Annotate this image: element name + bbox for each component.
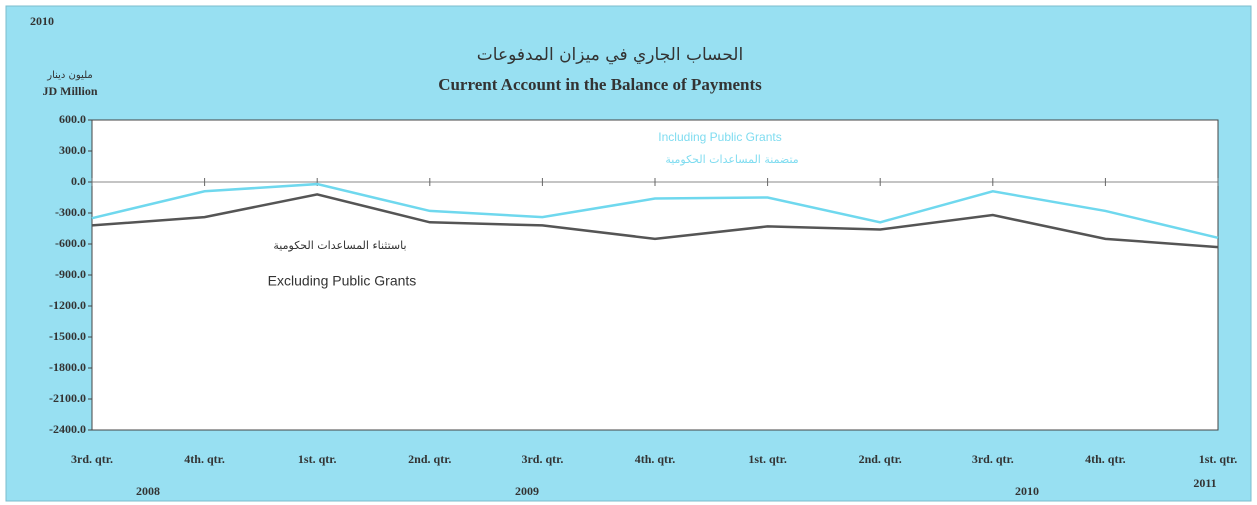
y-tick-label: 0.0 xyxy=(71,174,86,188)
y-tick-label: -2400.0 xyxy=(49,422,86,436)
x-tick-label: 4th. qtr. xyxy=(1085,452,1126,466)
y-tick-label: -1500.0 xyxy=(49,329,86,343)
y-tick-label: -1800.0 xyxy=(49,360,86,374)
x-tick-label: 2nd. qtr. xyxy=(408,452,451,466)
y-tick-label: -1200.0 xyxy=(49,298,86,312)
legend-including: Including Public Grants xyxy=(658,130,781,144)
y-tick-label: 600.0 xyxy=(59,112,86,126)
y-tick-label: -900.0 xyxy=(55,267,86,281)
series-line xyxy=(91,182,1219,240)
corner-label: 2010 xyxy=(30,14,54,28)
y-tick-label: -300.0 xyxy=(55,205,86,219)
x-tick-label: 3rd. qtr. xyxy=(71,452,113,466)
year-label: 2011 xyxy=(1193,476,1216,490)
plot-area xyxy=(91,119,1219,431)
unit-ar: مليون دينار xyxy=(46,70,93,81)
unit: JD Million xyxy=(42,84,97,98)
chart-title: Current Account in the Balance of Paymen… xyxy=(438,75,762,94)
x-tick-label: 1st. qtr. xyxy=(298,452,337,466)
legend-excluding: Excluding Public Grants xyxy=(268,273,417,289)
legend-including-ar: متضمنة المساعدات الحكومية xyxy=(665,153,798,166)
year-label: 2008 xyxy=(136,484,160,498)
series-line xyxy=(91,193,1219,249)
year-label: 2009 xyxy=(515,484,539,498)
x-tick-label: 4th. qtr. xyxy=(635,452,676,466)
x-tick-label: 2nd. qtr. xyxy=(859,452,902,466)
title-ar: الحساب الجاري في ميزان المدفوعات xyxy=(477,45,743,65)
x-tick-label: 4th. qtr. xyxy=(184,452,225,466)
y-tick-label: -600.0 xyxy=(55,236,86,250)
y-tick-label: -2100.0 xyxy=(49,391,86,405)
legend-excluding-ar: باستثناء المساعدات الحكومية xyxy=(273,239,406,252)
y-tick-label: 300.0 xyxy=(59,143,86,157)
x-tick-label: 3rd. qtr. xyxy=(521,452,563,466)
x-tick-label: 3rd. qtr. xyxy=(972,452,1014,466)
x-tick-label: 1st. qtr. xyxy=(1199,452,1238,466)
year-label: 2010 xyxy=(1015,484,1039,498)
x-tick-label: 1st. qtr. xyxy=(748,452,787,466)
